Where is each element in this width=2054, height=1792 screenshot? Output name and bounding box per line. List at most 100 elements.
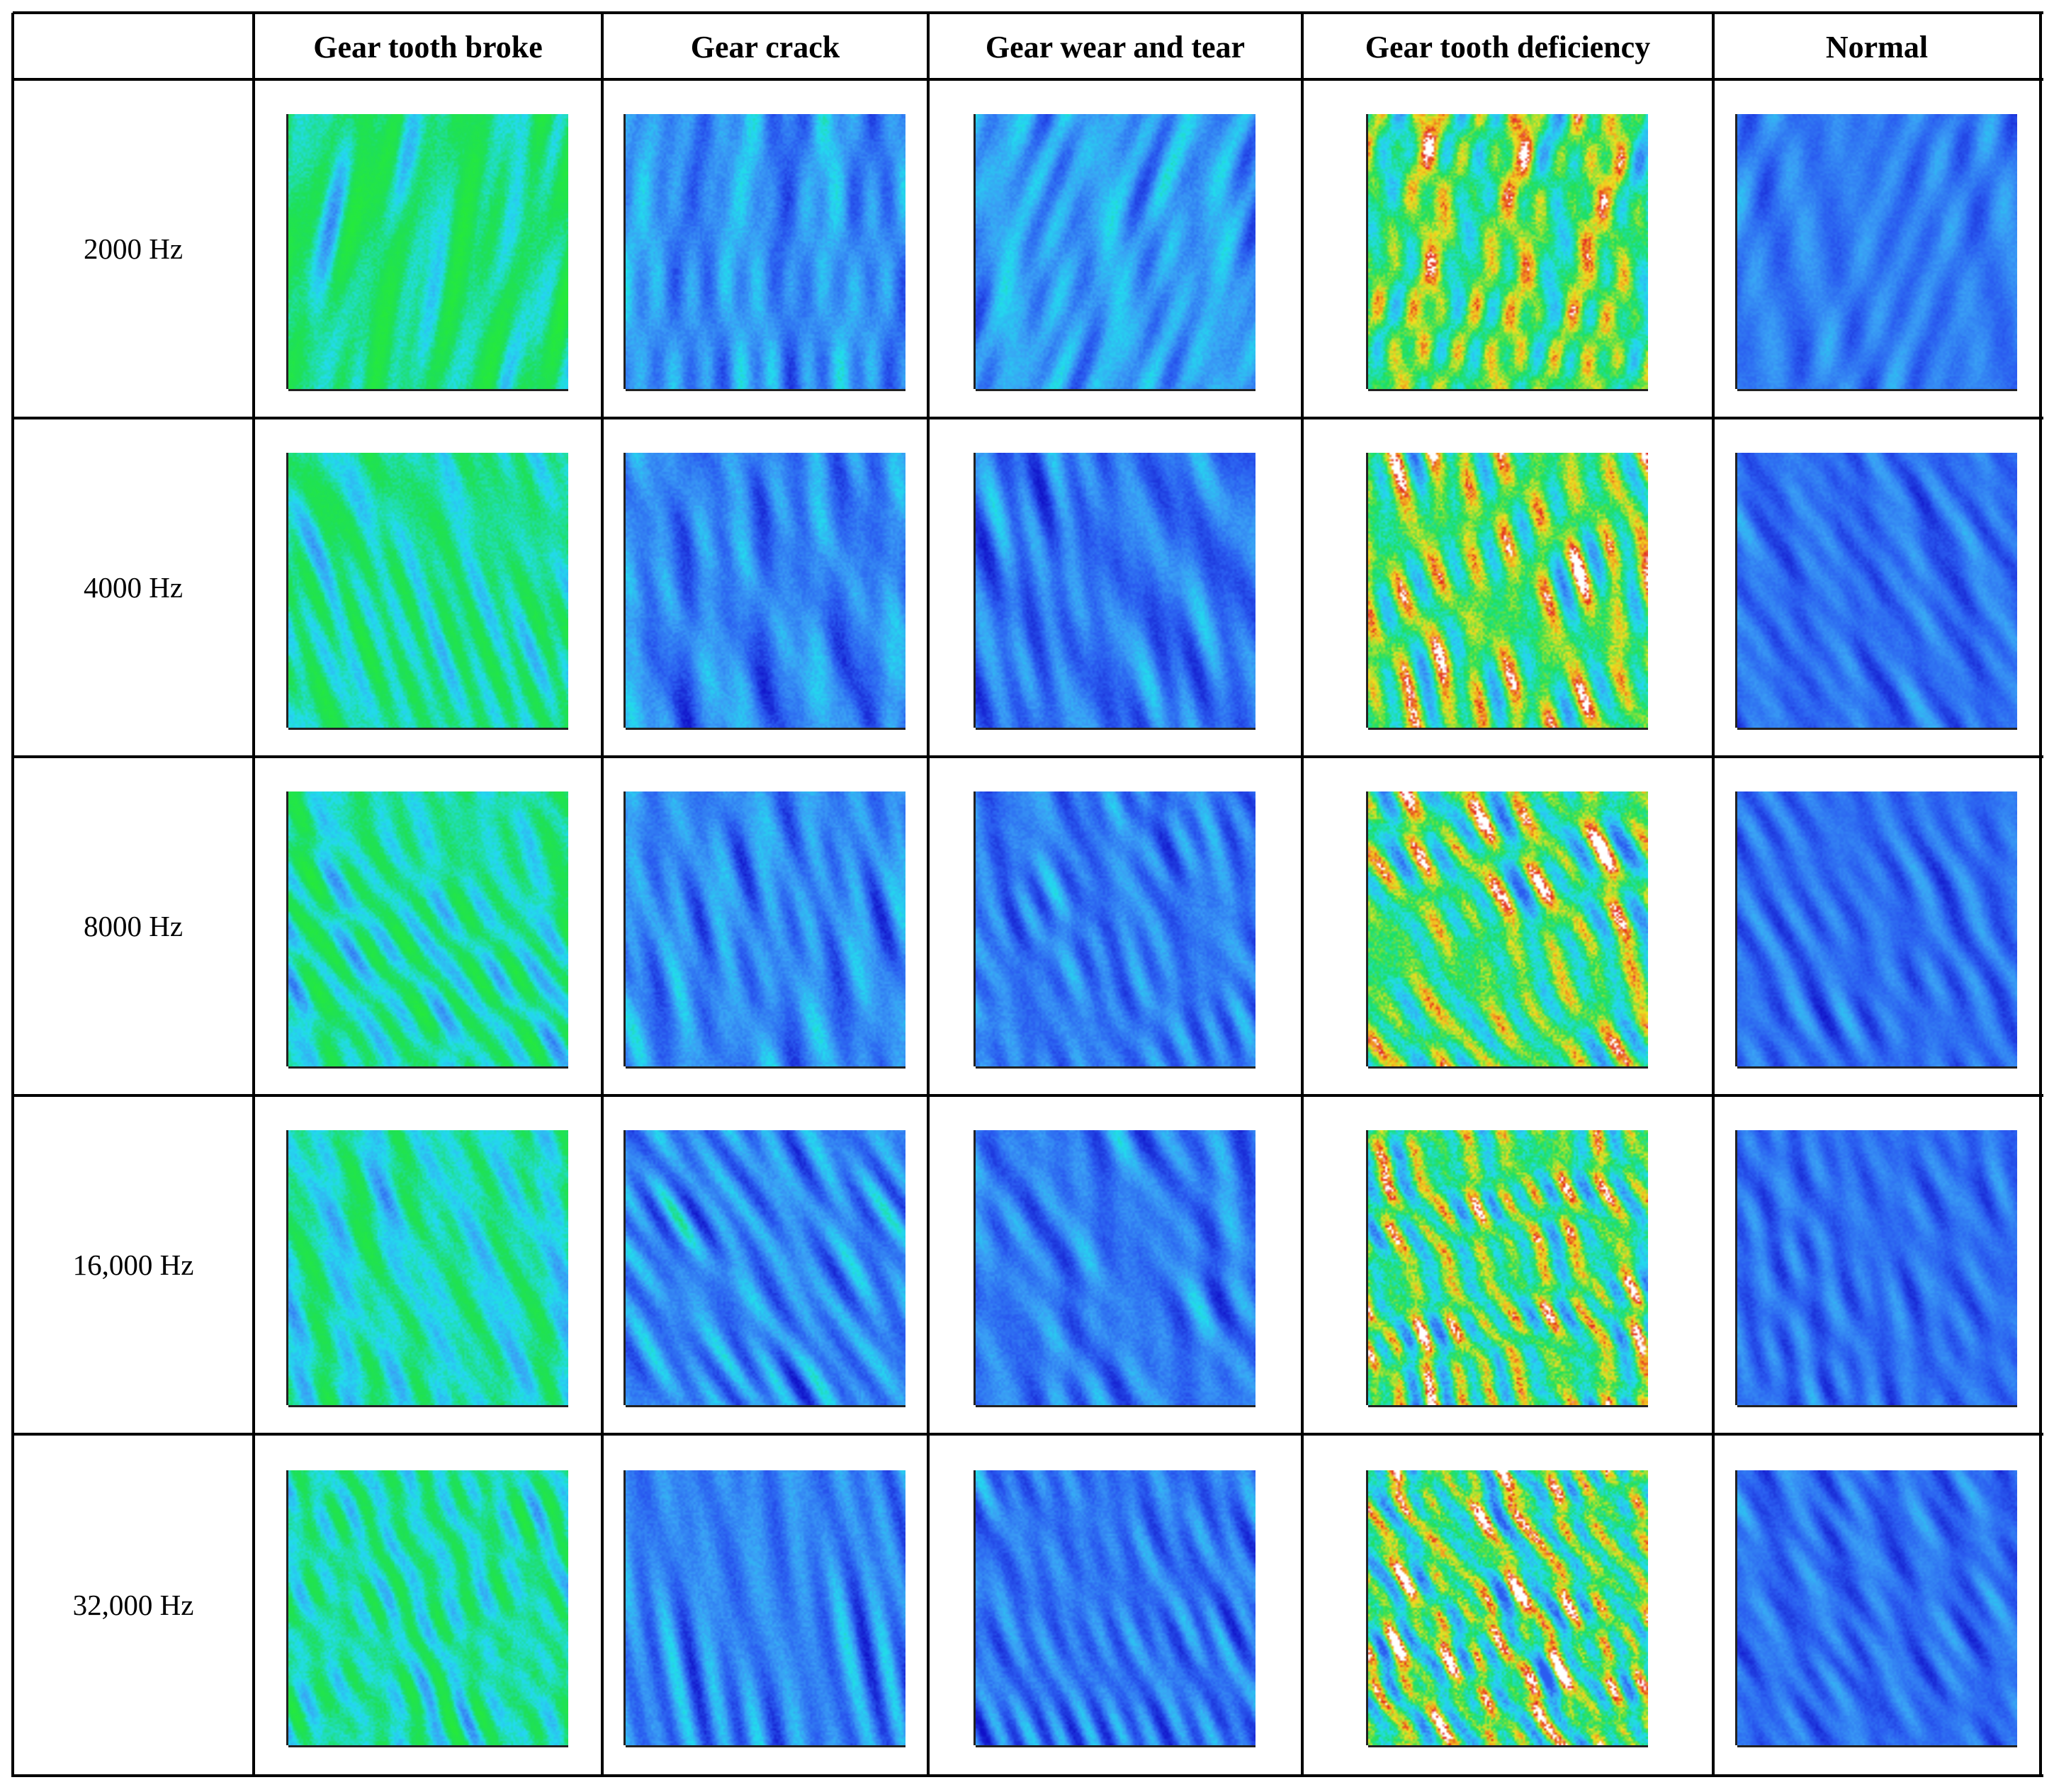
- image-x-axis: [626, 389, 905, 391]
- image-x-axis: [288, 1745, 568, 1747]
- image-x-axis: [976, 1745, 1255, 1747]
- image-y-axis: [974, 791, 976, 1066]
- column-header-5: Normal: [1825, 29, 1929, 64]
- image-x-axis: [288, 389, 568, 391]
- spectrogram-image: [286, 453, 568, 730]
- image-y-axis: [623, 1470, 626, 1745]
- image-y-axis: [623, 1130, 626, 1405]
- table-rule-v: [927, 13, 930, 1777]
- image-y-axis: [1735, 453, 1737, 728]
- image-x-axis: [976, 1066, 1255, 1069]
- spectrogram-image: [286, 1130, 568, 1407]
- spectrogram-image: [974, 1130, 1255, 1407]
- image-x-axis: [976, 389, 1255, 391]
- image-y-axis: [286, 453, 288, 728]
- image-x-axis: [626, 1405, 905, 1407]
- spectrogram-image: [286, 1470, 568, 1747]
- spectrogram-image: [1735, 1130, 2017, 1407]
- image-x-axis: [288, 728, 568, 730]
- table-rule-v: [11, 13, 14, 1777]
- image-y-axis: [286, 114, 288, 389]
- spectrogram-image: [974, 1470, 1255, 1747]
- image-x-axis: [1368, 1745, 1648, 1747]
- spectrogram-image: [623, 453, 905, 730]
- image-x-axis: [1368, 1405, 1648, 1407]
- image-x-axis: [976, 728, 1255, 730]
- image-x-axis: [1737, 1745, 2017, 1747]
- image-x-axis: [626, 1066, 905, 1069]
- spectrogram-image: [623, 1470, 905, 1747]
- spectrogram-image: [974, 453, 1255, 730]
- table-rule-v: [2039, 13, 2042, 1777]
- row-label-2: 4000 Hz: [83, 571, 184, 604]
- table-rule-h: [13, 1433, 2043, 1436]
- spectrogram-image: [1735, 1470, 2017, 1747]
- spectrogram-image: [1366, 114, 1648, 391]
- spectrogram-image: [1366, 1130, 1648, 1407]
- image-y-axis: [1735, 114, 1737, 389]
- spectrogram-image: [974, 791, 1255, 1069]
- image-x-axis: [1368, 1066, 1648, 1069]
- image-y-axis: [974, 1130, 976, 1405]
- image-y-axis: [286, 1130, 288, 1405]
- image-y-axis: [1366, 114, 1368, 389]
- image-x-axis: [1737, 1066, 2017, 1069]
- row-label-5: 32,000 Hz: [72, 1589, 194, 1621]
- table-rule-h: [13, 11, 2043, 14]
- spectrogram-image: [286, 114, 568, 391]
- column-header-3: Gear wear and tear: [985, 29, 1246, 64]
- row-label-1: 2000 Hz: [83, 232, 184, 265]
- image-x-axis: [1737, 1405, 2017, 1407]
- table-rule-h: [13, 78, 2043, 81]
- table-rule-v: [1712, 13, 1715, 1777]
- spectrogram-image: [623, 791, 905, 1069]
- spectrogram-image: [974, 114, 1255, 391]
- image-x-axis: [976, 1405, 1255, 1407]
- spectrogram-image: [1735, 453, 2017, 730]
- spectrogram-image: [623, 1130, 905, 1407]
- image-y-axis: [1366, 1470, 1368, 1745]
- table-rule-v: [252, 13, 255, 1777]
- spectrogram-image: [1366, 1470, 1648, 1747]
- image-x-axis: [288, 1405, 568, 1407]
- table-rule-h: [13, 1774, 2043, 1777]
- image-x-axis: [1737, 389, 2017, 391]
- image-x-axis: [1368, 728, 1648, 730]
- table-rule-h: [13, 1094, 2043, 1097]
- column-header-2: Gear crack: [690, 29, 840, 64]
- spectrogram-image: [623, 114, 905, 391]
- spectrogram-image: [286, 791, 568, 1069]
- image-y-axis: [1366, 453, 1368, 728]
- spectrogram-image: [1735, 791, 2017, 1069]
- row-label-4: 16,000 Hz: [72, 1249, 194, 1281]
- column-header-4: Gear tooth deficiency: [1365, 29, 1651, 64]
- image-y-axis: [1735, 791, 1737, 1066]
- image-x-axis: [626, 728, 905, 730]
- spectrogram-image: [1735, 114, 2017, 391]
- image-y-axis: [974, 1470, 976, 1745]
- image-x-axis: [1368, 389, 1648, 391]
- image-y-axis: [286, 1470, 288, 1745]
- image-x-axis: [1737, 728, 2017, 730]
- image-y-axis: [286, 791, 288, 1066]
- image-x-axis: [288, 1066, 568, 1069]
- image-y-axis: [1735, 1470, 1737, 1745]
- table-rule-h: [13, 417, 2043, 419]
- image-y-axis: [1366, 1130, 1368, 1405]
- image-y-axis: [1366, 791, 1368, 1066]
- image-y-axis: [1735, 1130, 1737, 1405]
- table-rule-v: [601, 13, 604, 1777]
- column-header-1: Gear tooth broke: [313, 29, 543, 64]
- table-rule-h: [13, 755, 2043, 758]
- spectrogram-image: [1366, 791, 1648, 1069]
- image-y-axis: [623, 791, 626, 1066]
- table-rule-v: [1301, 13, 1304, 1777]
- row-label-3: 8000 Hz: [83, 910, 184, 942]
- image-x-axis: [626, 1745, 905, 1747]
- image-y-axis: [974, 453, 976, 728]
- image-y-axis: [974, 114, 976, 389]
- spectrogram-image: [1366, 453, 1648, 730]
- image-y-axis: [623, 114, 626, 389]
- image-y-axis: [623, 453, 626, 728]
